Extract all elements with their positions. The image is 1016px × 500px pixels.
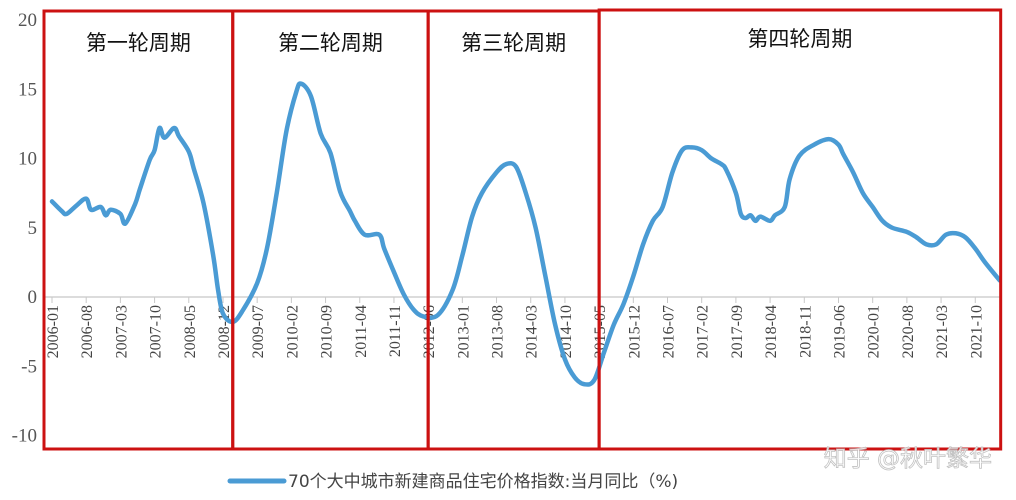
- x-tick-label: 2007-10: [148, 305, 165, 358]
- cycle-box: [42, 9, 235, 451]
- legend-label: 70个大中城市新建商品住宅价格指数:当月同比（%): [288, 472, 678, 492]
- x-tick-label: 2018-11: [797, 305, 814, 358]
- x-tick-label: 2019-06: [831, 305, 848, 358]
- cycle-label: 第一轮周期: [86, 31, 191, 55]
- series-line: [49, 81, 1002, 387]
- cycle-boxes: 第一轮周期 第二轮周期 第三轮周期 第四轮周期: [42, 8, 1003, 451]
- x-tick-label: 2006-08: [79, 305, 96, 358]
- x-tick-label: 2013-01: [455, 305, 472, 358]
- y-tick-label: -10: [12, 426, 37, 447]
- x-tick-label: 2009-07: [250, 305, 267, 358]
- x-tick-label: 2021-10: [968, 305, 985, 358]
- x-tick-label: 2020-01: [866, 305, 883, 358]
- x-tick-label: 2017-02: [695, 305, 712, 358]
- x-tick-label: 2017-09: [729, 305, 746, 358]
- watermark: 知乎 @秋叶繁华: [824, 446, 992, 472]
- x-tick-label: 2008-05: [182, 305, 199, 358]
- cycle-box: [426, 9, 601, 451]
- x-tick-label: 2015-12: [626, 305, 643, 358]
- y-tick-label: 0: [28, 287, 38, 308]
- y-tick-label: 10: [18, 149, 37, 170]
- y-axis: 20 15 10 5 0 -5 -10: [12, 10, 37, 447]
- y-tick-label: 5: [28, 218, 38, 239]
- x-tick-label: 2016-07: [661, 305, 678, 358]
- x-tick-label: 2010-09: [319, 305, 336, 358]
- legend: 70个大中城市新建商品住宅价格指数:当月同比（%): [227, 472, 678, 492]
- cycle-label: 第四轮周期: [747, 27, 852, 51]
- x-tick-label: 2011-04: [353, 305, 370, 358]
- cycle-box: [231, 9, 430, 451]
- cycle-box: [597, 8, 1003, 451]
- x-tick-label: 2007-03: [113, 305, 130, 358]
- y-tick-label: 20: [18, 10, 37, 31]
- x-axis: 2006-01 2006-08 2007-03 2007-10 2008-05 2008-…: [44, 296, 1000, 358]
- x-tick-label: 2013-08: [490, 305, 507, 358]
- cycle-label: 第三轮周期: [461, 31, 566, 55]
- y-tick-label: -5: [21, 356, 37, 377]
- x-tick-label: 2010-02: [284, 305, 301, 358]
- x-tick-label: 2018-04: [763, 305, 780, 358]
- x-tick-label: 2006-01: [45, 305, 62, 358]
- x-tick-label: 2020-08: [900, 305, 917, 358]
- x-tick-label: 2014-03: [524, 305, 541, 358]
- series-layer: [49, 81, 1002, 387]
- x-tick-label: 2021-03: [934, 305, 951, 358]
- cycle-label: 第二轮周期: [278, 31, 383, 55]
- x-tick-label: 2011-11: [387, 305, 404, 357]
- y-tick-label: 15: [18, 79, 37, 100]
